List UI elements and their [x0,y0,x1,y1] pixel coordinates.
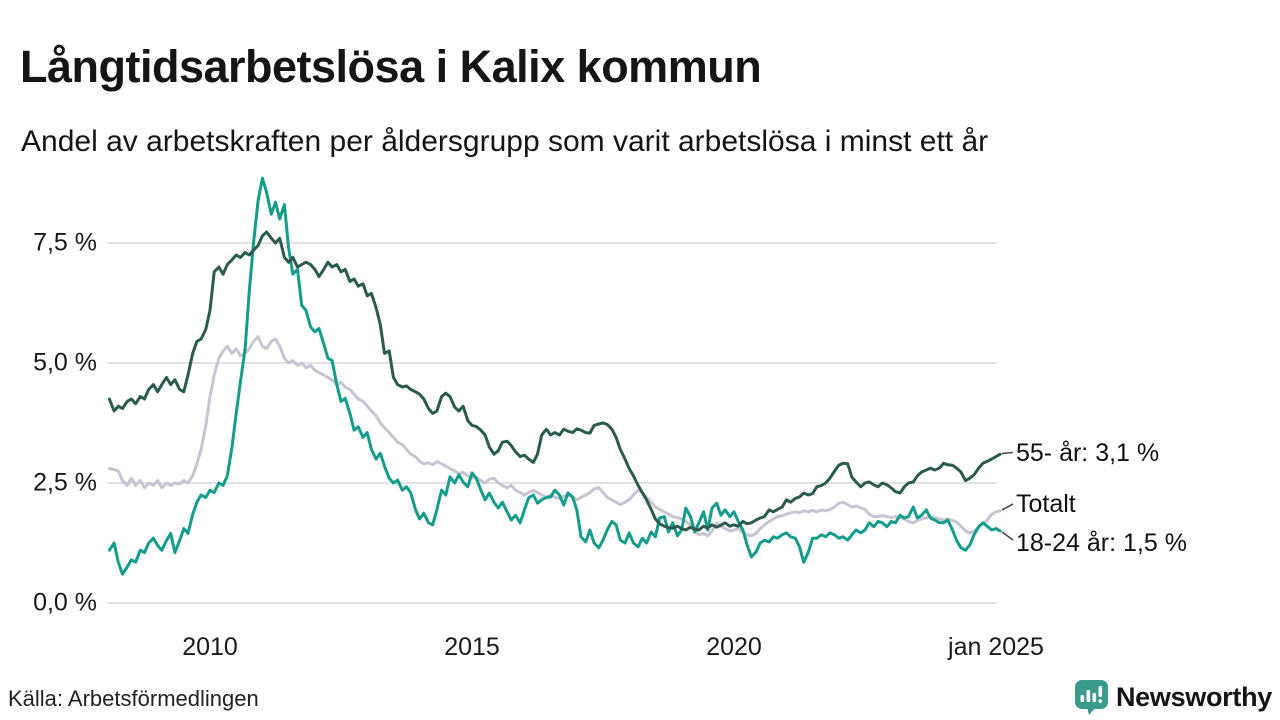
series-end-label-18-24: 18-24 år: 1,5 % [1016,529,1187,557]
newsworthy-wordmark: Newsworthy [1115,681,1272,712]
page-title: Långtidsarbetslösa i Kalix kommun [20,41,762,93]
series-end-label-totalt: Totalt [1016,490,1076,518]
y-axis-tick-label: 0,0 % [33,588,97,617]
x-axis-tick-label: 2010 [182,633,238,661]
source-note: Källa: Arbetsförmedlingen [8,686,259,711]
y-axis-tick-label: 7,5 % [33,228,97,257]
bar-chart-speech-bubble-icon [1074,680,1108,715]
series-line-55plus [107,230,1002,532]
series-end-label-55: 55- år: 3,1 % [1016,439,1160,467]
label-connector-totalt [1001,503,1014,511]
label-connector-55 [1001,451,1014,455]
series-line-totalt [107,335,1002,538]
series-line-18_24 [107,176,1002,576]
y-axis-tick-label: 2,5 % [33,468,97,497]
chart-subtitle: Andel av arbetskraften per åldersgrupp s… [21,125,989,158]
x-axis-tick-label: jan 2025 [948,633,1044,661]
newsworthy-branding: Newsworthy [1074,679,1272,715]
y-axis-tick-label: 5,0 % [33,348,97,377]
x-axis-tick-label: 2020 [706,633,762,661]
label-connector-18-24 [1001,531,1014,541]
x-axis-tick-label: 2015 [444,633,500,661]
